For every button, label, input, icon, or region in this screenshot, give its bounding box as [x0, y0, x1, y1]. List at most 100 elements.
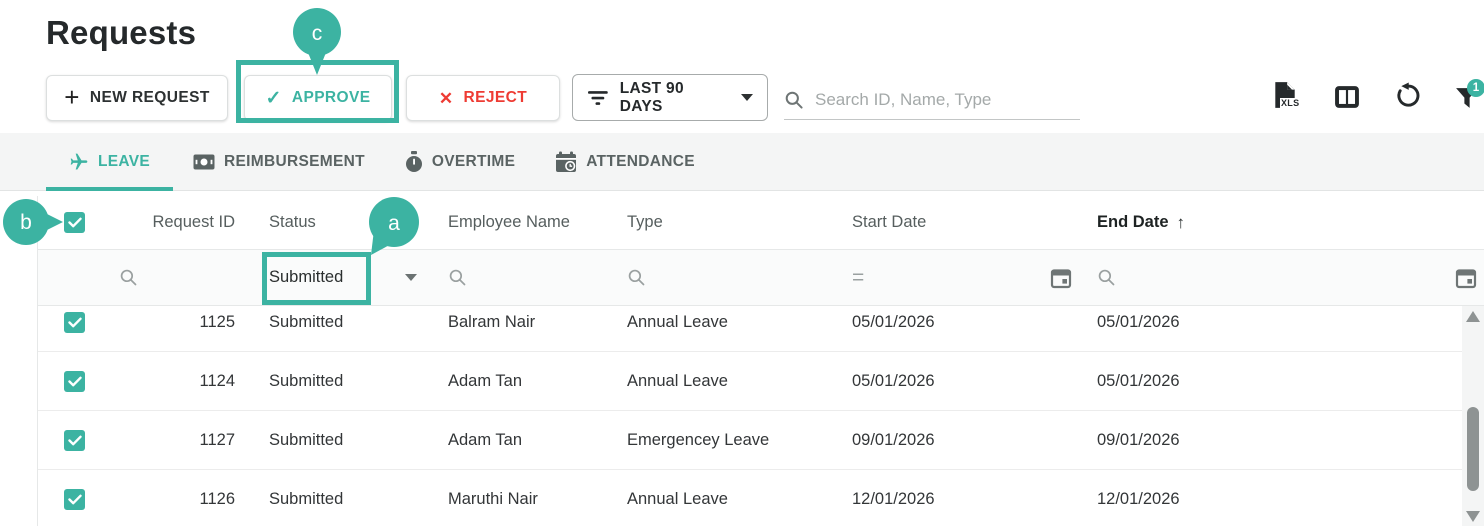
cell-employee-name: Adam Tan: [448, 430, 522, 449]
annotation-letter-c: c: [312, 22, 323, 45]
filter-lines-icon: [587, 90, 608, 105]
tab-reimbursement[interactable]: REIMBURSEMENT: [173, 133, 385, 190]
cell-employee-name: Maruthi Nair: [448, 489, 538, 508]
grid-filter-row: Submitted =: [38, 250, 1484, 306]
checkmark-icon: [67, 317, 82, 327]
filter-cell-employee-name[interactable]: [431, 268, 609, 287]
search-icon: [119, 268, 138, 287]
column-header-type[interactable]: Type: [627, 213, 663, 231]
sort-ascending-icon: ↑: [1176, 212, 1186, 232]
cell-request-id: 1124: [199, 371, 235, 390]
cell-type: Annual Leave: [627, 312, 728, 331]
search-icon: [1097, 268, 1116, 287]
calendar-icon[interactable]: [1050, 267, 1072, 289]
columns-icon: [1335, 86, 1359, 108]
tab-leave[interactable]: LEAVE: [46, 133, 174, 191]
table-row[interactable]: 1127 Submitted Adam Tan Emergencey Leave…: [38, 411, 1484, 470]
refresh-undo-button[interactable]: [1395, 82, 1422, 109]
cell-request-id: 1126: [199, 489, 235, 508]
cross-icon: ✕: [438, 88, 454, 108]
annotation-letter-b: b: [20, 211, 32, 234]
column-header-start-date[interactable]: Start Date: [852, 213, 927, 231]
cell-start-date: 09/01/2026: [852, 430, 935, 449]
search-icon: [627, 268, 646, 287]
end-date-label: End Date: [1097, 213, 1169, 231]
chevron-down-icon: [741, 94, 753, 101]
column-header-request-id[interactable]: Request ID: [152, 213, 235, 231]
stopwatch-icon: [405, 150, 422, 172]
filter-cell-request-id[interactable]: [111, 268, 251, 287]
tab-attendance[interactable]: ATTENDANCE: [535, 133, 715, 190]
cell-employee-name: Balram Nair: [448, 312, 536, 331]
tab-leave-label: LEAVE: [98, 152, 151, 170]
select-all-cell: [38, 212, 111, 233]
new-request-label: NEW REQUEST: [89, 89, 210, 106]
airplane-icon: [70, 153, 88, 169]
page-title: Requests: [46, 14, 197, 51]
filter-cell-start-date[interactable]: =: [836, 266, 1079, 290]
chevron-down-icon[interactable]: [405, 274, 417, 281]
cell-status: Submitted: [269, 489, 344, 508]
cell-employee-name: Adam Tan: [448, 371, 522, 390]
grid-header-row: Request ID Status Employee Name Type Sta…: [38, 196, 1484, 250]
row-checkbox[interactable]: [64, 311, 85, 333]
equals-operator[interactable]: =: [852, 265, 865, 289]
annotation-pin-c: c: [293, 8, 341, 75]
calendar-icon[interactable]: [1455, 267, 1477, 289]
table-row[interactable]: 1125 Submitted Balram Nair Annual Leave …: [38, 306, 1484, 352]
tab-reimbursement-label: REIMBURSEMENT: [224, 152, 365, 170]
plus-icon: +: [64, 81, 80, 112]
cell-start-date: 05/01/2026: [852, 371, 935, 390]
grid-rows-viewport: 1125 Submitted Balram Nair Annual Leave …: [38, 306, 1484, 526]
cell-end-date: 12/01/2026: [1097, 489, 1180, 508]
column-chooser-button[interactable]: [1334, 85, 1360, 109]
scroll-up-arrow[interactable]: [1466, 311, 1480, 322]
new-request-button[interactable]: + NEW REQUEST: [46, 75, 228, 121]
cell-end-date: 05/01/2026: [1097, 371, 1180, 390]
vertical-scrollbar[interactable]: [1462, 306, 1484, 526]
filter-count-badge: 1: [1467, 79, 1484, 97]
reject-button[interactable]: ✕ REJECT: [406, 75, 560, 121]
table-row[interactable]: 1124 Submitted Adam Tan Annual Leave 05/…: [38, 352, 1484, 411]
approve-button[interactable]: ✓ APPROVE: [244, 75, 392, 121]
search-icon: [448, 268, 467, 287]
status-filter-value[interactable]: Submitted: [269, 268, 344, 286]
export-xls-button[interactable]: XLS: [1273, 81, 1301, 109]
cell-start-date: 05/01/2026: [852, 312, 935, 331]
search-box: [784, 80, 1080, 120]
row-checkbox[interactable]: [64, 370, 85, 392]
date-range-dropdown[interactable]: LAST 90 DAYS: [572, 74, 768, 121]
filter-cell-end-date[interactable]: [1079, 267, 1484, 289]
scroll-down-arrow[interactable]: [1466, 511, 1480, 522]
checkmark-icon: [67, 494, 82, 504]
cell-status: Submitted: [269, 371, 344, 390]
column-header-employee-name[interactable]: Employee Name: [448, 213, 570, 231]
column-header-end-date[interactable]: End Date ↑: [1079, 213, 1484, 233]
checkmark-icon: [67, 435, 82, 445]
table-row[interactable]: 1126 Submitted Maruthi Nair Annual Leave…: [38, 470, 1484, 526]
tab-attendance-label: ATTENDANCE: [586, 152, 695, 170]
search-icon: [785, 91, 803, 109]
cell-type: Annual Leave: [627, 371, 728, 390]
checkmark-icon: [67, 376, 82, 386]
row-checkbox[interactable]: [64, 429, 85, 451]
cell-request-id: 1127: [199, 430, 235, 449]
checkmark-icon: [67, 217, 82, 228]
select-all-checkbox[interactable]: [64, 212, 85, 233]
undo-icon: [1397, 82, 1420, 107]
cell-type: Emergencey Leave: [627, 430, 770, 449]
filter-cell-type[interactable]: [609, 268, 836, 287]
tab-overtime-label: OVERTIME: [431, 152, 516, 170]
cell-type: Annual Leave: [627, 489, 728, 508]
search-input[interactable]: [815, 89, 1080, 110]
filter-cell-status[interactable]: Submitted: [251, 268, 431, 287]
column-header-status[interactable]: Status: [269, 213, 316, 231]
tab-overtime[interactable]: OVERTIME: [385, 133, 535, 190]
scrollbar-thumb[interactable]: [1467, 407, 1479, 491]
date-range-label: LAST 90 DAYS: [619, 79, 684, 115]
cell-status: Submitted: [269, 430, 344, 449]
row-checkbox[interactable]: [64, 488, 85, 510]
cell-start-date: 12/01/2026: [852, 489, 935, 508]
reject-label: REJECT: [463, 89, 528, 106]
